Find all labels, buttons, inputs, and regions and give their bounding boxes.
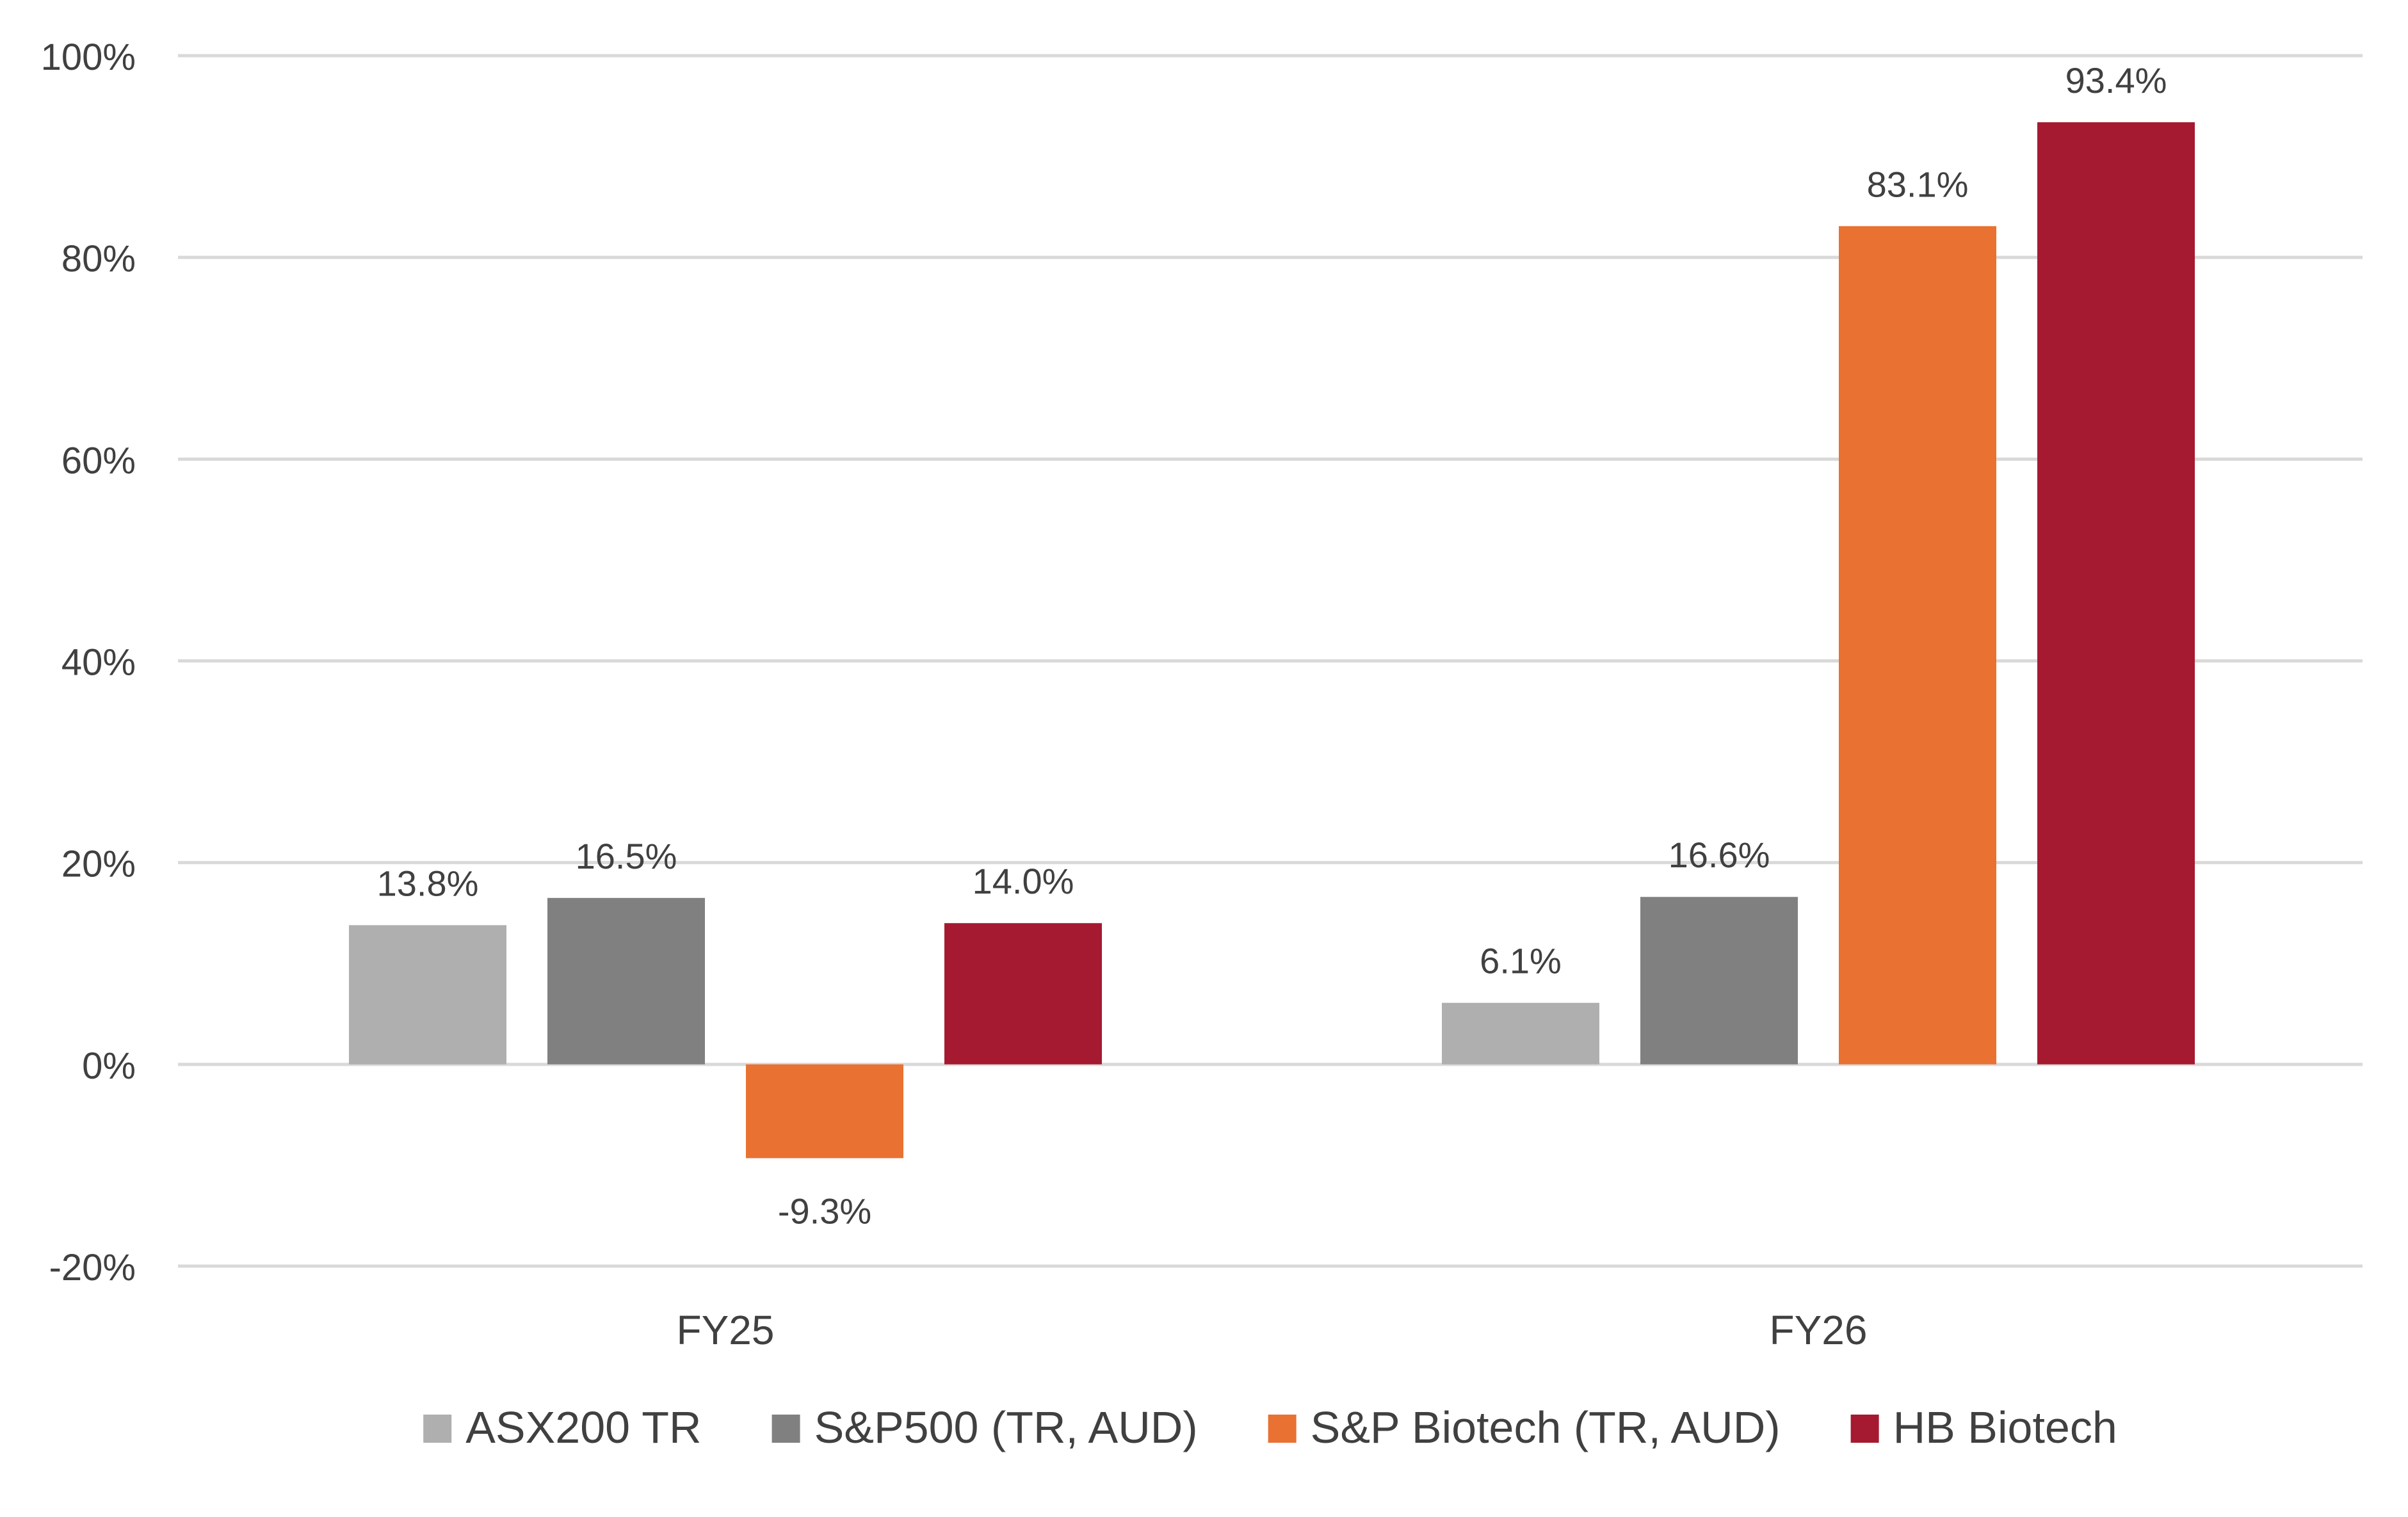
bar: [547, 897, 705, 1064]
bar: [1839, 226, 1996, 1064]
data-label: -9.3%: [778, 1191, 871, 1231]
legend-label: HB Biotech: [1893, 1402, 2117, 1452]
legend-label: S&P500 (TR, AUD): [814, 1402, 1198, 1452]
y-tick-label: 0%: [82, 1045, 136, 1087]
bar: [1640, 897, 1798, 1064]
y-tick-label: 80%: [61, 238, 136, 280]
legend-swatch: [1268, 1415, 1297, 1443]
x-tick-label: FY25: [677, 1307, 775, 1353]
bar: [944, 923, 1102, 1064]
data-label: 93.4%: [2065, 60, 2167, 100]
gridlines: [178, 54, 2363, 1268]
x-axis-category-labels: FY25 FY26: [677, 1307, 1868, 1353]
y-tick-label: 100%: [41, 36, 136, 78]
legend-item: S&P500 (TR, AUD): [772, 1402, 1198, 1452]
data-label: 6.1%: [1480, 941, 1562, 981]
data-label: 14.0%: [973, 861, 1074, 901]
bar: [1442, 1002, 1599, 1064]
bar: [746, 1064, 903, 1159]
legend-swatch: [772, 1415, 800, 1443]
y-tick-label: 40%: [61, 642, 136, 684]
data-label: 16.5%: [576, 836, 677, 876]
legend-item: ASX200 TR: [423, 1402, 702, 1452]
y-axis-tick-labels: -20% 0% 20% 40% 60% 80% 100%: [41, 36, 136, 1288]
bar: [2037, 122, 2195, 1064]
data-label: 16.6%: [1669, 835, 1770, 875]
bars: [349, 122, 2195, 1159]
legend-item: HB Biotech: [1850, 1402, 2117, 1452]
legend-swatch: [423, 1415, 452, 1443]
data-labels: 13.8% 16.5% -9.3% 14.0% 6.1% 16.6% 83.1% 93.4%: [377, 60, 2167, 1231]
y-tick-label: 20%: [61, 844, 136, 885]
legend-item: S&P Biotech (TR, AUD): [1268, 1402, 1781, 1452]
legend: ASX200 TR S&P500 (TR, AUD) S&P Biotech (TR…: [423, 1402, 2117, 1452]
data-label: 13.8%: [377, 863, 479, 903]
y-tick-label: -20%: [49, 1247, 136, 1288]
x-tick-label: FY26: [1770, 1307, 1868, 1353]
bar: [349, 925, 506, 1064]
data-label: 83.1%: [1867, 164, 1969, 204]
legend-label: S&P Biotech (TR, AUD): [1311, 1402, 1781, 1452]
legend-label: ASX200 TR: [465, 1402, 701, 1452]
legend-swatch: [1850, 1415, 1879, 1443]
y-tick-label: 60%: [61, 440, 136, 481]
